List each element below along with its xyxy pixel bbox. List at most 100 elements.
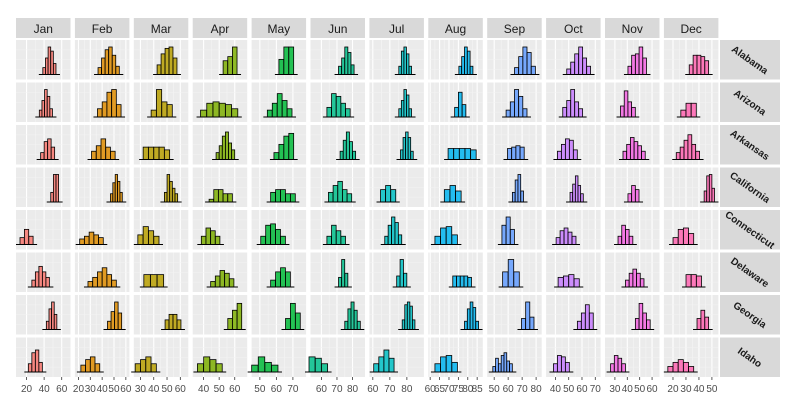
- histogram-bar: [218, 145, 223, 160]
- x-tick-label: 50: [161, 384, 173, 395]
- x-tick-label: 40: [693, 384, 705, 395]
- histogram-bar: [683, 361, 689, 373]
- histogram-bar: [326, 235, 332, 245]
- histogram-bar: [385, 185, 392, 203]
- histogram-bar: [584, 304, 590, 330]
- histogram-bar: [646, 319, 651, 330]
- histogram-bar: [156, 64, 162, 75]
- facet-panel: [546, 125, 601, 165]
- histogram-bar: [275, 228, 281, 245]
- histogram-bar: [347, 52, 352, 75]
- histogram-bar: [440, 356, 447, 373]
- histogram-bar: [509, 101, 515, 118]
- histogram-bar: [79, 238, 85, 245]
- histogram-bar: [107, 320, 112, 330]
- facet-panel: [605, 82, 660, 122]
- histogram-bar: [578, 108, 584, 118]
- month-strip-label: Aug: [445, 22, 466, 36]
- histogram-bar: [218, 102, 226, 118]
- histogram-bar: [106, 91, 112, 118]
- histogram-bar: [222, 193, 229, 203]
- month-strip-label: Jan: [34, 22, 53, 36]
- histogram-bar: [101, 267, 108, 288]
- histogram-bar: [570, 89, 576, 118]
- histogram-bar: [49, 108, 53, 118]
- histogram-bar: [203, 356, 211, 373]
- x-tick-label: 60: [120, 384, 132, 395]
- histogram-bar: [397, 234, 403, 245]
- month-strip-label: Apr: [211, 22, 230, 36]
- facet-panel: [428, 210, 483, 250]
- histogram-bar: [518, 56, 524, 75]
- facet-panel: [133, 125, 189, 165]
- histogram-bar: [507, 259, 515, 288]
- histogram-bar: [80, 364, 86, 373]
- histogram-bar: [328, 191, 334, 203]
- histogram-bar: [572, 149, 578, 160]
- histogram-bar: [44, 89, 48, 118]
- x-tick-label: 60: [425, 384, 437, 395]
- histogram-bar: [470, 149, 477, 160]
- histogram-bar: [380, 189, 386, 203]
- histogram-bar: [447, 148, 455, 160]
- facet-panel: [663, 167, 719, 207]
- histogram-bar: [270, 279, 276, 288]
- histogram-bar: [530, 65, 536, 75]
- histogram-bar: [685, 274, 692, 288]
- facet-panel: [251, 295, 307, 335]
- histogram-bar: [260, 235, 266, 245]
- x-tick-label: 40: [148, 384, 160, 395]
- histogram-bar: [110, 150, 116, 160]
- histogram-bar: [251, 364, 259, 373]
- histogram-bar: [502, 271, 509, 288]
- histogram-bar: [42, 67, 46, 75]
- facet-panel: [487, 82, 542, 122]
- histogram-bar: [466, 308, 471, 330]
- facet-panel: [251, 40, 307, 80]
- histogram-bar: [38, 265, 43, 288]
- histogram-bar: [406, 94, 410, 118]
- histogram-bar: [621, 224, 626, 245]
- histogram-bar: [562, 106, 568, 118]
- histogram-bar: [88, 231, 95, 245]
- histogram-bar: [94, 363, 101, 373]
- histogram-bar: [501, 224, 507, 245]
- facet-panel: [133, 167, 189, 207]
- histogram-bar: [398, 65, 402, 75]
- histogram-bar: [105, 146, 111, 160]
- histogram-bar: [495, 357, 499, 373]
- histogram-bar: [285, 193, 291, 203]
- histogram-bar: [286, 108, 293, 118]
- histogram-bar: [98, 237, 104, 245]
- histogram-bar: [228, 278, 235, 288]
- histogram-bar: [117, 312, 123, 330]
- x-tick-label: 60: [576, 384, 588, 395]
- histogram-bar: [50, 50, 54, 75]
- histogram-bar: [394, 222, 399, 245]
- histogram-bar: [555, 237, 561, 245]
- histogram-bar: [469, 301, 474, 330]
- histogram-bar: [679, 146, 685, 160]
- histogram-bar: [55, 174, 60, 203]
- facet-panel: [487, 295, 542, 335]
- histogram-bar: [570, 61, 576, 75]
- histogram-bar: [209, 359, 217, 373]
- histogram-bar: [308, 356, 316, 373]
- histogram-bar: [692, 54, 698, 75]
- histogram-bar: [642, 312, 647, 330]
- histogram-bar: [338, 65, 343, 75]
- histogram-bar: [563, 275, 570, 288]
- histogram-bar: [458, 148, 466, 160]
- histogram-bar: [704, 316, 710, 330]
- histogram-bar: [563, 227, 569, 245]
- facet-panel: [310, 125, 365, 165]
- histogram-bar: [280, 235, 286, 245]
- histogram-bar: [271, 364, 279, 373]
- x-tick-label: 20: [667, 384, 679, 395]
- histogram-bar: [335, 230, 342, 245]
- histogram-bar: [332, 185, 339, 203]
- x-tick-label: 70: [331, 384, 343, 395]
- x-tick-label: 20: [73, 384, 85, 395]
- histogram-bar: [145, 356, 152, 373]
- histogram-bar: [350, 301, 355, 330]
